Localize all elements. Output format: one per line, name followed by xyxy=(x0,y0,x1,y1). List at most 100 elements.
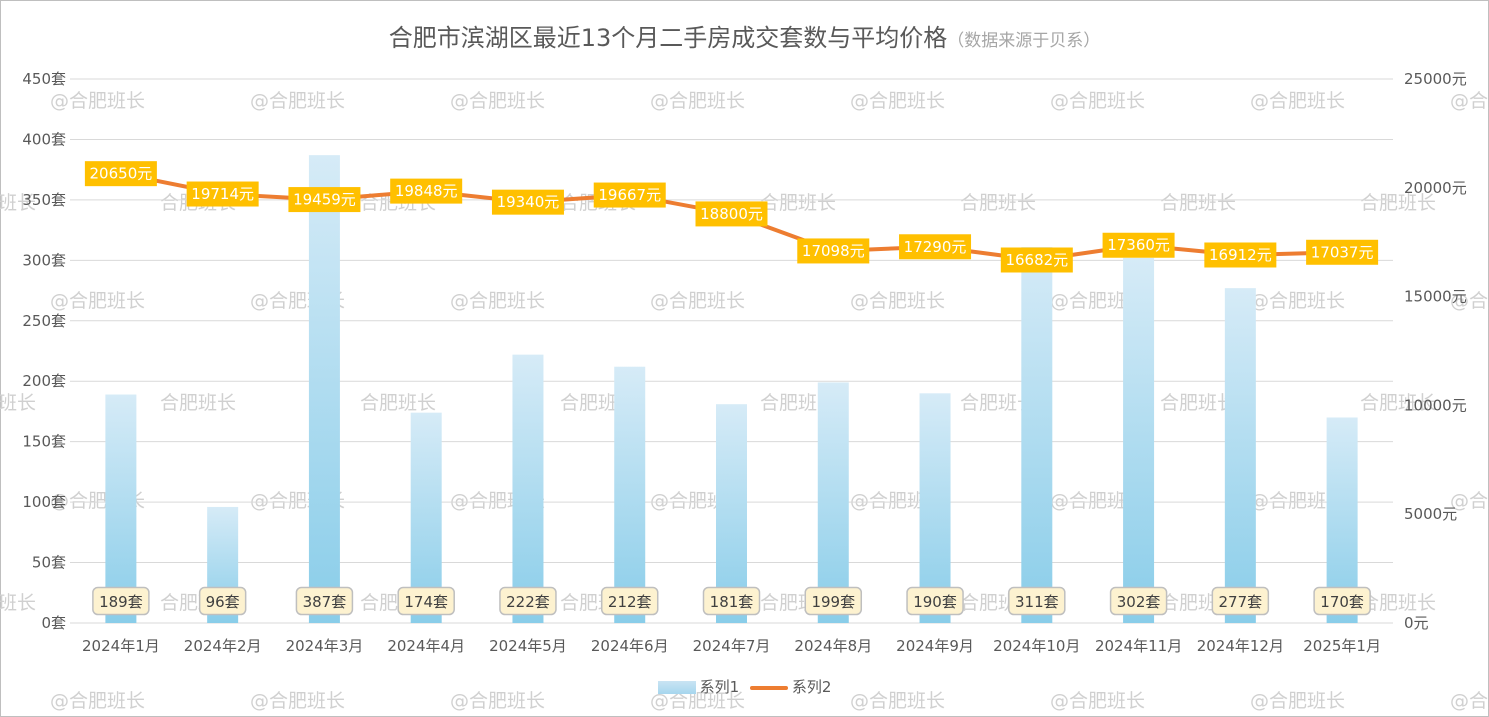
line-label-box xyxy=(1204,242,1277,268)
x-category-label: 2024年7月 xyxy=(693,637,771,655)
line-data-label: 19667元 xyxy=(598,186,661,204)
x-category-label: 2024年2月 xyxy=(184,637,262,655)
bar-data-label: 170套 xyxy=(1320,593,1364,611)
watermark-text: @合肥班长 xyxy=(1450,490,1489,512)
watermark-text: @合肥班长 xyxy=(450,290,545,312)
bar-data-label: 311套 xyxy=(1015,593,1059,611)
watermark-text: @合肥班长 xyxy=(1050,690,1145,712)
bar-label-box xyxy=(804,586,863,616)
watermark-text: @合肥班长 xyxy=(1250,290,1345,312)
watermark-text: @合肥班长 xyxy=(850,90,945,112)
y-left-tick-label: 250套 xyxy=(22,312,66,330)
line-data-label: 19459元 xyxy=(293,191,356,209)
x-category-label: 2024年1月 xyxy=(82,637,160,655)
y-right-tick-label: 20000元 xyxy=(1404,179,1467,197)
bar xyxy=(308,155,340,623)
bar-data-label: 174套 xyxy=(404,593,448,611)
watermark-text: @合肥班长 xyxy=(1450,690,1489,712)
legend-swatch-line xyxy=(749,685,788,690)
bar xyxy=(817,382,849,623)
line-label-box xyxy=(491,189,564,215)
watermark-text: 合肥班长 xyxy=(1360,592,1436,614)
watermark-text: @合肥班长 xyxy=(1050,90,1145,112)
x-category-label: 2024年5月 xyxy=(489,637,567,655)
bar-label-box xyxy=(92,586,150,616)
bar-data-label: 277套 xyxy=(1219,593,1263,611)
bar-data-label: 189套 xyxy=(99,593,143,611)
line-data-label: 20650元 xyxy=(90,165,153,183)
legend-swatch-bar xyxy=(657,681,696,694)
watermark-text: @合肥班长 xyxy=(850,690,945,712)
watermark-text: @合肥班长 xyxy=(250,90,345,112)
line-data-label: 16682元 xyxy=(1005,251,1068,269)
watermark-text: @合肥班长 xyxy=(1250,90,1345,112)
line-label-box xyxy=(695,201,768,227)
legend-label-bar: 系列1 xyxy=(699,678,740,696)
watermark-text: 合肥班长 xyxy=(360,392,436,414)
x-category-label: 2025年1月 xyxy=(1303,637,1381,655)
legend-label-line: 系列2 xyxy=(791,678,832,696)
watermark-text: 合肥班长 xyxy=(1360,192,1436,214)
x-category-label: 2024年6月 xyxy=(591,637,669,655)
watermark-text: @合肥班长 xyxy=(650,690,745,712)
bar xyxy=(105,394,137,623)
y-left-tick-label: 400套 xyxy=(22,130,66,148)
line-label-box xyxy=(1000,247,1073,273)
line-data-label: 17037元 xyxy=(1311,243,1374,261)
chart-title: 合肥市滨湖区最近13个月二手房成交套数与平均价格（数据来源于贝系） xyxy=(0,18,1489,53)
bar xyxy=(1123,257,1155,623)
watermark-text: @合肥班长 xyxy=(650,290,745,312)
bar-label-box xyxy=(1008,586,1066,616)
bar-label-box xyxy=(906,586,964,616)
line-label-box xyxy=(1306,239,1379,265)
watermark-text: 合肥班长 xyxy=(1160,392,1236,414)
x-category-label: 2024年3月 xyxy=(286,637,364,655)
line-label-box xyxy=(1102,232,1175,258)
x-category-label: 2024年9月 xyxy=(896,637,974,655)
watermark-text: 合肥班长 xyxy=(0,592,36,614)
legend-item-line[interactable]: 系列2 xyxy=(749,676,832,697)
y-left-tick-label: 150套 xyxy=(22,433,66,451)
bar-label-box xyxy=(397,586,455,616)
line-data-label: 17098元 xyxy=(802,242,865,260)
chart-title-main: 合肥市滨湖区最近13个月二手房成交套数与平均价格 xyxy=(388,24,948,52)
line-label-box xyxy=(84,161,157,187)
line-data-label: 17360元 xyxy=(1107,236,1170,254)
legend: 系列1 系列2 xyxy=(0,676,1489,697)
y-right-tick-label: 25000元 xyxy=(1404,70,1467,88)
watermark-text: 合肥班长 xyxy=(760,192,836,214)
line-label-box xyxy=(186,181,259,207)
line-label-box xyxy=(797,238,870,264)
watermark-text: @合肥班长 xyxy=(1250,690,1345,712)
y-left-tick-label: 200套 xyxy=(22,372,66,390)
bar-label-box xyxy=(295,586,354,616)
x-category-label: 2024年8月 xyxy=(794,637,872,655)
y-left-tick-label: 50套 xyxy=(32,554,66,572)
y-right-tick-label: 10000元 xyxy=(1404,396,1467,414)
bar-label-box xyxy=(499,586,557,616)
bar xyxy=(1021,247,1053,623)
y-left-tick-label: 100套 xyxy=(22,493,66,511)
x-category-label: 2024年12月 xyxy=(1197,637,1284,655)
line-data-label: 16912元 xyxy=(1209,246,1272,264)
line-data-label: 17290元 xyxy=(904,238,967,256)
bar-data-label: 190套 xyxy=(913,593,957,611)
watermark-text: 合肥班长 xyxy=(960,392,1036,414)
bar-label-box xyxy=(600,586,659,616)
watermark-text: @合肥班长 xyxy=(1050,490,1145,512)
x-category-label: 2024年10月 xyxy=(993,637,1080,655)
line-data-label: 19848元 xyxy=(395,182,458,200)
watermark-text: 合肥班长 xyxy=(0,392,36,414)
bar xyxy=(614,366,646,623)
y-right-tick-label: 15000元 xyxy=(1404,288,1467,306)
line-data-label: 19714元 xyxy=(191,185,254,203)
bar-data-label: 181套 xyxy=(710,593,754,611)
watermark-text: @合肥班长 xyxy=(50,90,145,112)
bar xyxy=(716,404,747,623)
legend-item-bar[interactable]: 系列1 xyxy=(657,676,740,697)
bar-data-label: 387套 xyxy=(303,593,347,611)
y-left-tick-label: 0套 xyxy=(41,614,66,632)
bar-data-label: 222套 xyxy=(506,593,550,611)
watermark-text: 合肥班长 xyxy=(0,192,36,214)
